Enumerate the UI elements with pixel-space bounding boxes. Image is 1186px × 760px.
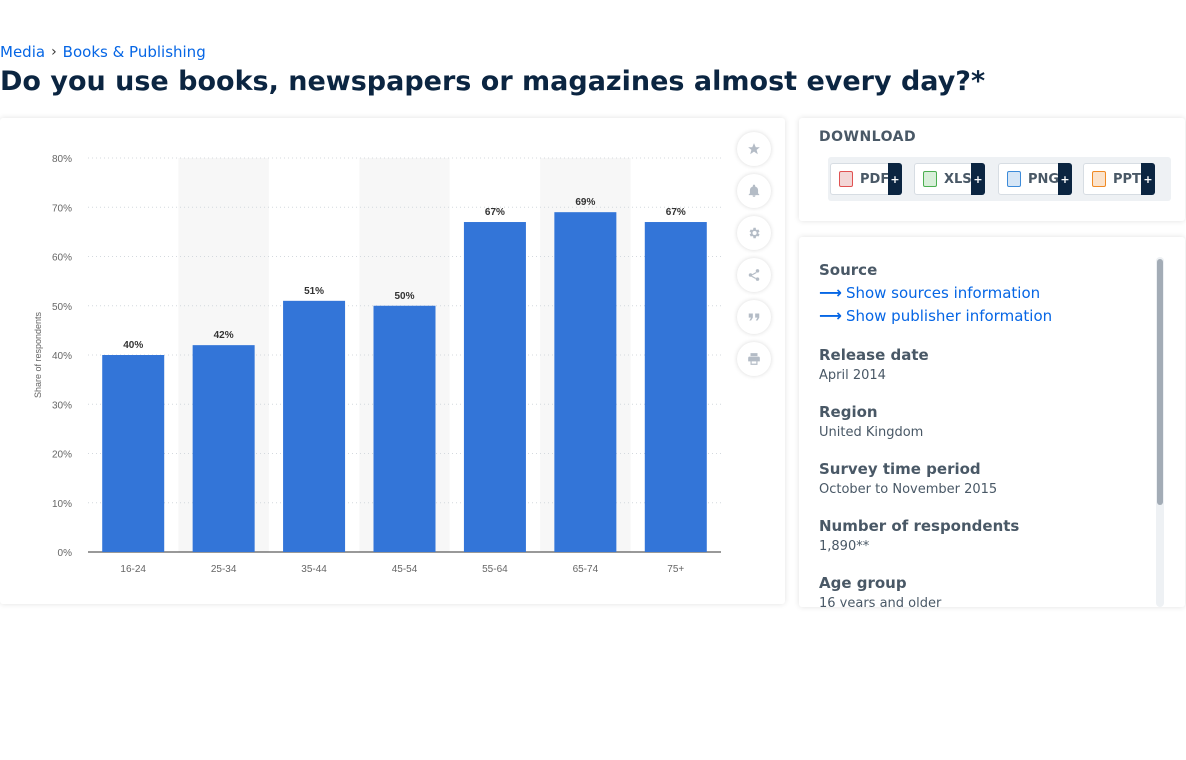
star-icon <box>748 143 760 155</box>
bar <box>373 305 436 552</box>
bar <box>192 345 255 552</box>
age-group-label: Age group <box>819 574 907 592</box>
x-tick-label: 55-64 <box>482 564 508 575</box>
bar-chart: 0% 10% 20% 30% 40% 50% 60% 70% 80% 40% 16-24 42% 25-… <box>33 154 721 575</box>
download-png-button[interactable]: PNG + <box>998 163 1072 195</box>
download-title: DOWNLOAD <box>819 129 917 145</box>
page-title: Do you use books, newspapers or magazine… <box>0 66 986 97</box>
breadcrumb-books-publishing[interactable]: Books & Publishing <box>62 43 206 61</box>
arrow-right-icon: ⟶ <box>819 306 842 325</box>
details-card: Source ⟶ Show sources information ⟶ Show… <box>799 237 1185 607</box>
pdf-file-icon <box>839 171 853 187</box>
settings-button[interactable] <box>737 216 771 250</box>
download-png-label: PNG <box>1028 171 1060 187</box>
scrollbar-thumb[interactable] <box>1157 259 1163 505</box>
bar <box>463 222 526 552</box>
y-axis-label: Share of respondents <box>33 311 43 398</box>
chart-tools <box>737 132 771 376</box>
source-label: Source <box>819 261 878 279</box>
bar <box>554 212 617 553</box>
y-tick-label: 60% <box>52 253 72 264</box>
plus-icon: + <box>1141 163 1155 195</box>
survey-period-label: Survey time period <box>819 460 981 478</box>
y-tick-label: 70% <box>52 203 72 214</box>
breadcrumb-media[interactable]: Media <box>0 43 46 61</box>
data-label: 69% <box>575 197 595 208</box>
source-group: Source ⟶ Show sources information ⟶ Show… <box>819 261 1149 325</box>
region-value: United Kingdom <box>819 425 924 440</box>
download-ppt-label: PPT <box>1113 171 1141 187</box>
notification-button[interactable] <box>737 174 771 208</box>
download-card: DOWNLOAD PDF + XLS + PNG + PPT + <box>799 118 1185 221</box>
quote-icon <box>748 313 760 321</box>
x-tick-label: 45-54 <box>392 564 418 575</box>
bar <box>644 222 707 552</box>
favorite-button[interactable] <box>737 132 771 166</box>
breadcrumb: Media › Books & Publishing <box>0 43 206 61</box>
download-pdf-label: PDF <box>860 171 890 187</box>
arrow-right-icon: ⟶ <box>819 283 842 302</box>
data-label: 50% <box>394 291 414 302</box>
x-tick-label: 35-44 <box>301 564 327 575</box>
show-publisher-link[interactable]: ⟶ Show publisher information <box>819 306 1149 325</box>
download-xls-label: XLS <box>944 171 972 187</box>
x-tick-label: 65-74 <box>573 564 599 575</box>
y-tick-label: 20% <box>52 450 72 461</box>
show-sources-link[interactable]: ⟶ Show sources information <box>819 283 1149 302</box>
bar <box>102 355 165 552</box>
bell-icon <box>748 184 760 197</box>
region-label: Region <box>819 403 878 421</box>
age-group-value: 16 years and older <box>819 596 942 607</box>
release-date-label: Release date <box>819 346 929 364</box>
print-button[interactable] <box>737 342 771 376</box>
plus-icon: + <box>1058 163 1072 195</box>
ppt-file-icon <box>1092 171 1106 187</box>
release-date-value: April 2014 <box>819 368 886 383</box>
data-label: 40% <box>123 340 143 351</box>
share-icon <box>748 269 760 281</box>
download-pdf-button[interactable]: PDF + <box>830 163 902 195</box>
y-tick-label: 50% <box>52 302 72 313</box>
png-file-icon <box>1007 171 1021 187</box>
data-label: 67% <box>485 207 505 218</box>
plus-icon: + <box>971 163 985 195</box>
print-icon <box>748 353 760 365</box>
download-ppt-button[interactable]: PPT + <box>1083 163 1155 195</box>
show-publisher-text: Show publisher information <box>845 306 1053 325</box>
x-tick-label: 16-24 <box>120 564 146 575</box>
data-label: 51% <box>304 286 324 297</box>
chart-card: 0% 10% 20% 30% 40% 50% 60% 70% 80% 40% 16-24 42% 25-… <box>0 118 785 604</box>
x-tick-label: 25-34 <box>211 564 237 575</box>
y-tick-label: 40% <box>52 351 72 362</box>
cite-button[interactable] <box>737 300 771 334</box>
data-label: 42% <box>214 330 234 341</box>
respondents-label: Number of respondents <box>819 517 1020 535</box>
survey-period-value: October to November 2015 <box>819 482 998 497</box>
y-tick-label: 10% <box>52 499 72 510</box>
xls-file-icon <box>923 171 937 187</box>
x-tick-label: 75+ <box>667 564 684 575</box>
y-tick-label: 0% <box>58 548 73 559</box>
details-content: Source ⟶ Show sources information ⟶ Show… <box>819 261 1149 607</box>
gear-icon <box>749 227 760 239</box>
plus-icon: + <box>888 163 902 195</box>
y-tick-label: 30% <box>52 400 72 411</box>
respondents-value: 1,890** <box>819 539 870 554</box>
y-tick-label: 80% <box>52 154 72 165</box>
show-sources-text: Show sources information <box>845 283 1041 302</box>
download-xls-button[interactable]: XLS + <box>914 163 985 195</box>
breadcrumb-separator: › <box>51 44 57 60</box>
bar <box>283 300 346 552</box>
share-button[interactable] <box>737 258 771 292</box>
download-bar: PDF + XLS + PNG + PPT + <box>828 157 1171 201</box>
data-label: 67% <box>666 207 686 218</box>
